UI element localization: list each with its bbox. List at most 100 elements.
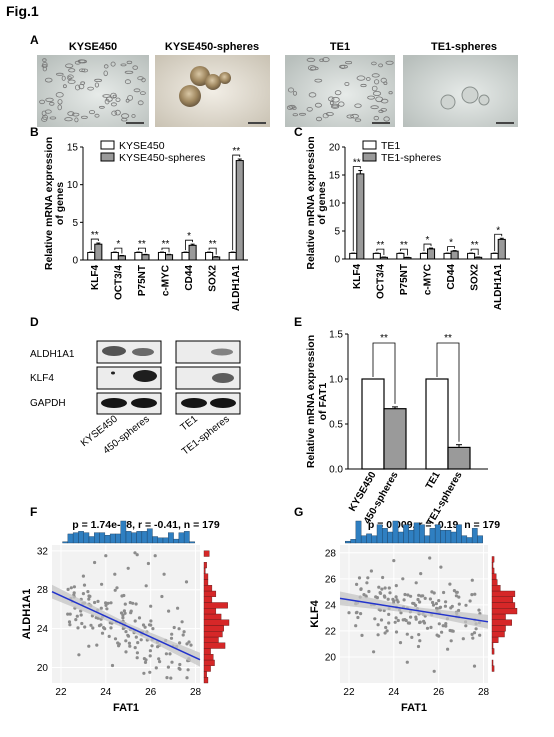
bar bbox=[396, 252, 405, 260]
scatter-point bbox=[113, 588, 117, 592]
cell-shape bbox=[71, 112, 80, 117]
cell-shape bbox=[380, 77, 387, 83]
cell-shape bbox=[346, 114, 354, 119]
histogram-bar-top bbox=[392, 520, 399, 544]
scatter-point bbox=[134, 635, 138, 639]
histogram-bar-right bbox=[203, 596, 213, 603]
x-axis-label: FAT1 bbox=[113, 702, 139, 714]
cell-shape bbox=[120, 63, 127, 67]
scatter-point bbox=[126, 566, 130, 570]
scatter-point bbox=[437, 622, 441, 626]
histogram-bar-right bbox=[491, 556, 495, 563]
scatter-point bbox=[444, 622, 448, 626]
x-tick-label: 26 bbox=[145, 687, 157, 698]
scatter-point bbox=[464, 603, 468, 607]
bar bbox=[490, 252, 499, 260]
cell-shape bbox=[111, 110, 118, 116]
scatter-point bbox=[169, 636, 174, 640]
scatter-point bbox=[380, 587, 384, 591]
cell-shape bbox=[103, 64, 109, 69]
scatter-point bbox=[119, 611, 124, 615]
scatter-point bbox=[444, 600, 448, 604]
scatter-point bbox=[431, 600, 435, 605]
micrograph-label-kyse450-spheres: KYSE450-spheres bbox=[165, 41, 259, 53]
scatter-point bbox=[115, 586, 119, 590]
bar bbox=[419, 252, 428, 260]
scatter-point bbox=[356, 615, 360, 620]
bar bbox=[235, 160, 244, 261]
scatter-point bbox=[399, 611, 403, 615]
scatter-point bbox=[365, 581, 369, 585]
cell-shape bbox=[354, 103, 362, 108]
scatter-point bbox=[441, 624, 445, 628]
cell-shape bbox=[125, 98, 130, 103]
significance-marker: ** bbox=[376, 240, 384, 251]
scatter-point bbox=[443, 604, 447, 608]
scatter-point bbox=[75, 614, 79, 618]
band-aldh1a1-te1-spheres bbox=[211, 348, 233, 356]
scatter-point bbox=[406, 593, 410, 597]
cell-shape bbox=[49, 101, 55, 106]
scatter-point bbox=[177, 627, 181, 631]
y-tick-label: 28 bbox=[37, 585, 49, 596]
histogram-bar-right bbox=[491, 608, 518, 615]
significance-bracket bbox=[399, 248, 408, 256]
histogram-bar-right bbox=[203, 613, 222, 620]
histogram-bar-top bbox=[94, 532, 100, 544]
x-tick-label: 28 bbox=[190, 687, 202, 698]
bar bbox=[134, 251, 143, 261]
scatter-point bbox=[105, 607, 109, 611]
y-tick-label: 20 bbox=[329, 143, 341, 154]
histogram-bar-right bbox=[491, 613, 506, 620]
histogram-bar-top bbox=[88, 536, 95, 544]
x-tick-label: 24 bbox=[388, 687, 400, 698]
scatter-point bbox=[425, 626, 430, 630]
x-axis-label: FAT1 bbox=[401, 702, 427, 714]
histogram-bar-right bbox=[203, 567, 206, 574]
scatter-point bbox=[141, 623, 146, 627]
scatter-point bbox=[428, 556, 432, 560]
scatter-point bbox=[417, 593, 421, 597]
histogram-bar-right bbox=[203, 636, 219, 643]
legend-label: TE1 bbox=[381, 140, 400, 152]
significance-marker: * bbox=[449, 238, 453, 249]
scatter-point bbox=[158, 660, 162, 664]
cell-shape bbox=[39, 99, 45, 105]
scatter-point bbox=[124, 650, 128, 654]
histogram-bar-top bbox=[125, 531, 132, 544]
scatter-point bbox=[74, 618, 78, 622]
scatter-point bbox=[376, 623, 380, 627]
scatter-point bbox=[148, 670, 152, 674]
scatter-point bbox=[448, 628, 452, 633]
cell-shape bbox=[307, 65, 317, 71]
scatter-point bbox=[388, 591, 392, 595]
bar bbox=[228, 251, 237, 261]
scatter-point bbox=[109, 601, 113, 605]
scatter-point bbox=[113, 572, 117, 576]
scatter-point bbox=[167, 609, 171, 613]
scatter-point bbox=[124, 630, 128, 634]
cell-shape bbox=[126, 60, 133, 65]
cell-shape bbox=[319, 58, 325, 62]
scatter-point bbox=[107, 634, 111, 639]
scatter-point bbox=[128, 644, 132, 648]
significance-marker: ** bbox=[209, 239, 217, 250]
cell-shape bbox=[67, 74, 74, 79]
y-tick-label: 0.5 bbox=[329, 420, 343, 431]
scatter-point bbox=[133, 646, 137, 650]
histogram-bar-top bbox=[387, 531, 394, 544]
scatter-point bbox=[124, 639, 128, 643]
histogram-bar-top bbox=[72, 532, 79, 544]
cell-shape bbox=[63, 84, 67, 89]
panel-e: E 0.0 0.5 1.0 1.5 Relative mRNA expression of… bbox=[294, 315, 488, 527]
histogram-bar-top bbox=[120, 520, 127, 544]
significance-bracket bbox=[232, 154, 241, 251]
cell-shape bbox=[94, 113, 100, 118]
x-tick-label: 22 bbox=[55, 687, 67, 698]
legend-label: KYSE450-spheres bbox=[119, 152, 205, 164]
scatter-point bbox=[369, 569, 373, 573]
scatter-point bbox=[438, 605, 443, 609]
cell-shape bbox=[132, 65, 139, 70]
scatter-point bbox=[366, 576, 370, 580]
band-gapdh-te1-spheres bbox=[210, 398, 236, 408]
